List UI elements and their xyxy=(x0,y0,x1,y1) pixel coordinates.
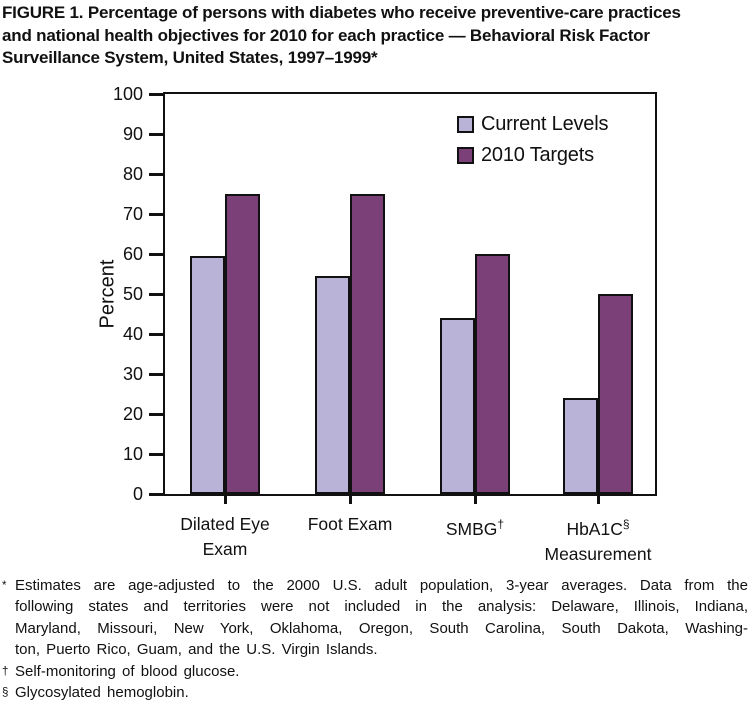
y-tick-mark xyxy=(149,293,163,296)
y-tick-mark xyxy=(149,253,163,256)
figure-title-line-2: and national health objectives for 2010 … xyxy=(2,25,650,45)
footnote: § Glycosylated hemoglobin. xyxy=(2,682,748,703)
y-tick-label: 10 xyxy=(122,444,143,464)
bar-current-levels xyxy=(190,256,225,494)
y-tick-label: 90 xyxy=(122,124,143,144)
bar-2010-targets xyxy=(475,254,510,494)
figure-title: FIGURE 1. Percentage of persons with dia… xyxy=(2,2,749,70)
legend: Current Levels 2010 Targets xyxy=(457,113,608,167)
bar-current-levels xyxy=(315,276,350,494)
y-tick-label: 50 xyxy=(122,284,143,304)
legend-label-2010-targets: 2010 Targets xyxy=(481,144,594,166)
x-tick-mark xyxy=(224,494,227,504)
footnote: † Self-monitoring of blood glucose. xyxy=(2,661,748,682)
legend-label-current-levels: Current Levels xyxy=(481,113,609,135)
legend-item-current-levels: Current Levels xyxy=(457,113,608,136)
footnote-line: Estimates are age-adjusted to the 2000 U… xyxy=(15,577,748,594)
x-category-label: Foot Exam xyxy=(307,514,393,534)
y-tick-mark xyxy=(149,493,163,496)
footnote-marker-sup: † xyxy=(497,517,505,531)
y-tick-mark xyxy=(149,333,163,336)
y-tick-label: 20 xyxy=(122,404,143,424)
x-category-label: HbA1C§ Measurement xyxy=(544,517,652,564)
y-tick-label: 100 xyxy=(112,84,143,104)
figure-title-line-1: FIGURE 1. Percentage of persons with dia… xyxy=(2,3,681,22)
y-tick-label: 60 xyxy=(122,244,143,264)
legend-swatch-current-levels xyxy=(457,116,474,133)
x-tick-mark xyxy=(349,494,352,504)
y-tick-label: 40 xyxy=(122,324,143,344)
x-category-label: SMBG† xyxy=(445,517,505,539)
legend-item-2010-targets: 2010 Targets xyxy=(457,144,608,167)
footnote-line: Maryland, Missouri, New York, Oklahoma, … xyxy=(15,619,748,637)
x-tick-mark xyxy=(597,494,600,504)
footnote-line: Glycosylated hemoglobin. xyxy=(15,684,189,702)
y-tick-label: 70 xyxy=(122,204,143,224)
y-tick-mark xyxy=(149,173,163,176)
x-category-label: Dilated Eye Exam xyxy=(180,514,270,559)
footnote-marker-sup: § xyxy=(622,517,630,531)
legend-swatch-2010-targets xyxy=(457,147,474,164)
footnote: * Estimates are age-adjusted to the 2000 … xyxy=(2,575,748,661)
y-tick-label: 0 xyxy=(132,484,143,504)
bar-2010-targets xyxy=(598,294,633,494)
footnote-marker: * xyxy=(2,580,7,592)
y-tick-mark xyxy=(149,213,163,216)
footnote-line: ton, Puerto Rico, Guam, and the U.S. Vir… xyxy=(15,641,378,659)
footnote-marker: § xyxy=(2,687,9,700)
y-tick-label: 80 xyxy=(122,164,143,184)
footnote-marker: † xyxy=(2,665,9,678)
bar-current-levels xyxy=(440,318,475,494)
y-tick-mark xyxy=(149,413,163,416)
figure-title-line-3: Surveillance System, United States, 1997… xyxy=(2,48,378,67)
y-tick-mark xyxy=(149,373,163,376)
footnote-line: following states and territories were no… xyxy=(15,598,748,616)
bar-2010-targets xyxy=(350,194,385,494)
bar-2010-targets xyxy=(225,194,260,494)
footnotes: * Estimates are age-adjusted to the 2000 … xyxy=(2,575,748,703)
y-tick-mark xyxy=(149,93,163,96)
x-tick-mark xyxy=(474,494,477,504)
y-tick-mark xyxy=(149,133,163,136)
y-tick-label: 30 xyxy=(122,364,143,384)
bar-current-levels xyxy=(563,398,598,494)
y-tick-mark xyxy=(149,453,163,456)
footnote-line: Self-monitoring of blood glucose. xyxy=(15,662,240,680)
